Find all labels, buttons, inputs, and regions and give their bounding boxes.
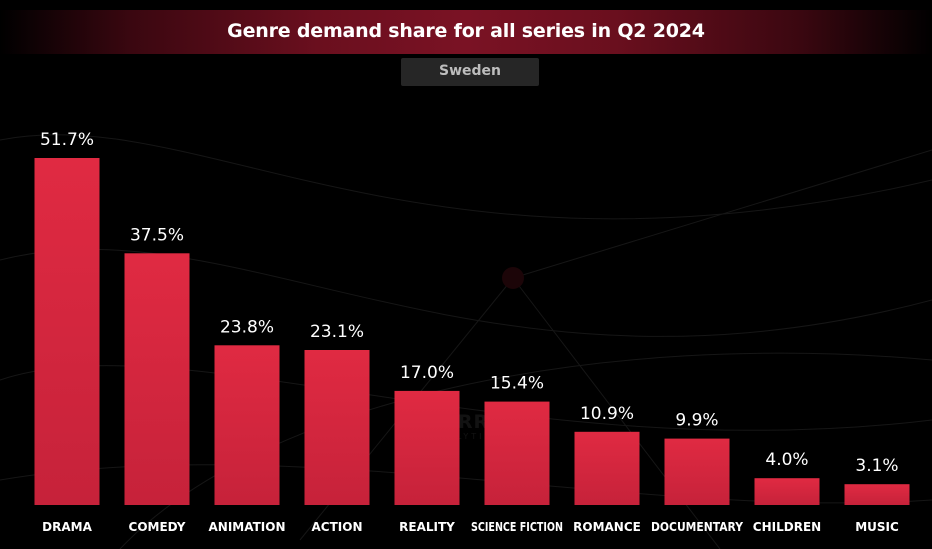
chart-title: Genre demand share for all series in Q2 … [227, 20, 705, 42]
category-label: COMEDY [129, 520, 186, 534]
category-label: REALITY [399, 520, 455, 534]
title-band [0, 10, 932, 54]
value-label: 37.5% [130, 225, 184, 245]
category-label: ACTION [312, 520, 363, 534]
subtitle-box [401, 58, 539, 86]
value-label: 17.0% [400, 363, 454, 383]
category-label: SCIENCE FICTION [471, 520, 563, 534]
category-label: DRAMA [42, 520, 92, 534]
bar-romance [574, 431, 640, 505]
chart-subtitle: Sweden [439, 63, 501, 79]
value-label: 3.1% [855, 456, 898, 476]
bar-animation [214, 345, 280, 505]
value-label: 9.9% [675, 411, 718, 431]
value-label: 15.4% [490, 374, 544, 394]
category-label: DOCUMENTARY [651, 520, 743, 534]
value-label: 23.1% [310, 322, 364, 342]
bar-action [304, 350, 370, 505]
watermark-tagline: ANALYTICS [431, 432, 502, 441]
bar-documentary [664, 438, 730, 505]
category-label: CHILDREN [753, 520, 821, 534]
value-label: 10.9% [580, 404, 634, 424]
category-label: MUSIC [855, 520, 899, 534]
bar-drama [34, 158, 100, 505]
category-label: ANIMATION [209, 520, 286, 534]
value-label: 51.7% [40, 130, 94, 150]
bar-reality [394, 390, 460, 505]
category-label: ROMANCE [573, 520, 641, 534]
value-label: 23.8% [220, 317, 274, 337]
value-label: 4.0% [765, 450, 808, 470]
bar-comedy [124, 253, 190, 505]
bar-music [844, 484, 910, 505]
bar-children [754, 478, 820, 505]
bar-science-fiction [484, 401, 550, 505]
